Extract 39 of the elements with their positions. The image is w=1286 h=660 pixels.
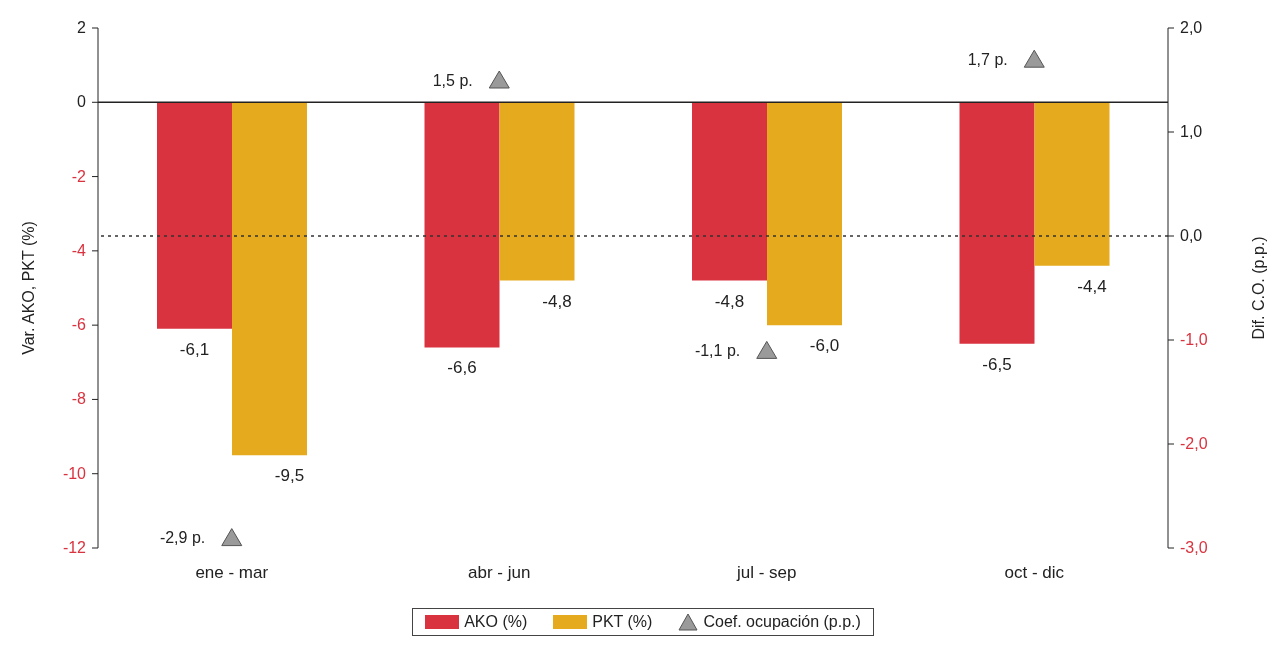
legend-label: AKO (%) bbox=[464, 613, 528, 631]
y2-tick-label: 2,0 bbox=[1180, 19, 1203, 36]
data-label: -6,0 bbox=[809, 336, 840, 356]
y-tick-label: -12 bbox=[62, 539, 87, 556]
data-label: -1,1 p. bbox=[694, 342, 741, 360]
point bbox=[488, 70, 510, 89]
point bbox=[1023, 49, 1045, 68]
x-tick-label: jul - sep bbox=[735, 563, 797, 583]
y-axis-title: Var. AKO, PKT (%) bbox=[19, 221, 37, 355]
y2-tick-label: -3,0 bbox=[1180, 539, 1208, 556]
x-tick-label: ene - mar bbox=[195, 563, 269, 583]
data-label: -4,8 bbox=[542, 291, 572, 311]
y-tick-label: -2 bbox=[71, 167, 87, 185]
legend-label: Coef. ocupación (p.p.) bbox=[703, 613, 861, 631]
y2-tick-label: 1,0 bbox=[1180, 123, 1203, 140]
y-tick-label: -4 bbox=[71, 241, 87, 259]
y-tick-label: -8 bbox=[71, 390, 87, 408]
data-label: -4,4 bbox=[1077, 276, 1107, 296]
x-tick-label: oct - dic bbox=[1004, 563, 1065, 583]
y2-tick-label: -2,0 bbox=[1180, 435, 1208, 452]
y-tick-label: 0 bbox=[77, 93, 87, 111]
data-label: -6,6 bbox=[447, 358, 477, 378]
data-label: -2,9 p. bbox=[159, 529, 206, 547]
data-label: -6,5 bbox=[982, 354, 1012, 374]
y-tick-label: 2 bbox=[77, 19, 87, 36]
y2-tick-label: 0,0 bbox=[1180, 227, 1203, 244]
y-tick-label: -6 bbox=[71, 316, 87, 334]
x-tick-label: abr - jun bbox=[468, 563, 531, 583]
data-label: 1,5 p. bbox=[432, 71, 473, 89]
point bbox=[756, 340, 778, 359]
y2-tick-label: -1,0 bbox=[1180, 331, 1208, 348]
point bbox=[221, 528, 243, 547]
y-tick-label: -10 bbox=[62, 464, 87, 482]
y2-axis-title: Dif. C.O. (p.p.) bbox=[1249, 236, 1267, 340]
data-label: -6,1 bbox=[179, 339, 210, 359]
legend-label: PKT (%) bbox=[592, 613, 653, 631]
data-label: 1,7 p. bbox=[967, 50, 1008, 68]
data-label: -9,5 bbox=[274, 466, 305, 486]
data-label: -4,8 bbox=[714, 291, 745, 311]
